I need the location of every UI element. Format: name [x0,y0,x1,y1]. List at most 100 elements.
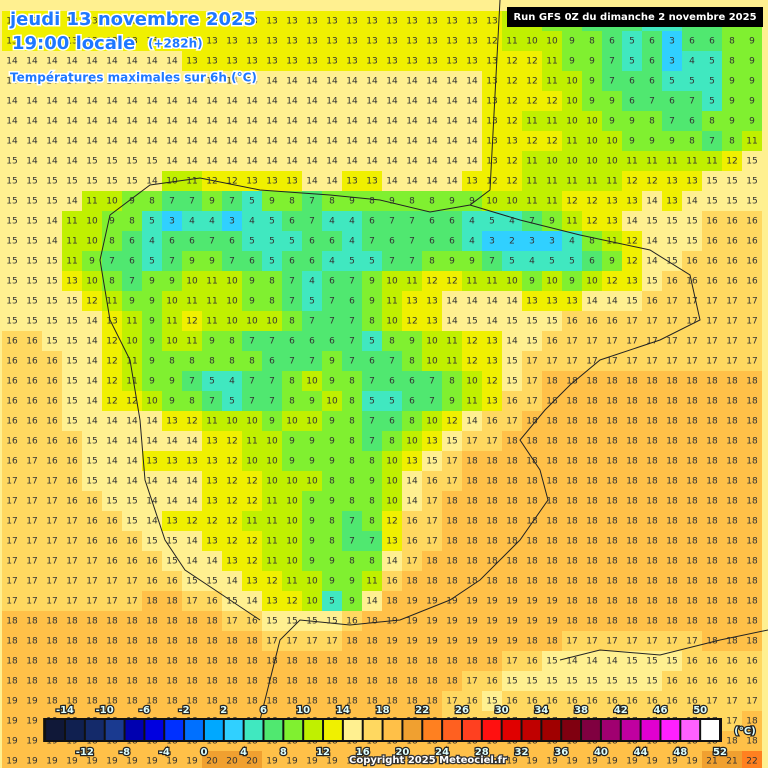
cell-value: 11 [606,177,617,187]
cell-value: 11 [126,317,137,327]
cell-value: 18 [266,697,278,707]
cell-color [42,11,62,31]
cell-color [522,131,542,151]
cell-value: 14 [446,317,458,327]
colorbar-frame [43,718,723,742]
cell-color [682,51,702,71]
cell-value: 15 [646,277,657,287]
cell-value: 14 [326,97,338,107]
colorbar-tick-label: 30 [495,705,509,716]
cell-value: 14 [146,417,158,427]
cell-value: 14 [366,117,378,127]
cell-color [42,51,62,71]
cell-value: 19 [506,637,518,647]
cell-value: 14 [506,337,518,347]
cell-value: 18 [686,477,698,487]
cell-value: 16 [406,537,418,547]
cell-value: 15 [66,177,77,187]
cell-value: 8 [369,457,375,467]
cell-value: 5 [269,257,275,267]
cell-value: 18 [626,617,638,627]
cell-value: 6 [389,377,395,387]
cell-value: 18 [626,557,638,567]
cell-value: 4 [209,217,215,227]
cell-value: 18 [726,737,738,747]
cell-color [362,131,382,151]
cell-value: 14 [346,137,358,147]
cell-value: 7 [489,257,495,267]
cell-color [122,31,142,51]
cell-color [742,111,762,131]
cell-value: 16 [46,457,58,467]
colorbar-tick-label: 46 [653,705,667,716]
cell-value: 13 [386,537,397,547]
cell-value: 15 [6,197,17,207]
cell-value: 6 [709,37,715,47]
cell-value: 19 [446,617,458,627]
cell-value: 14 [146,97,158,107]
cell-value: 19 [6,737,18,747]
colorbar-swatch [621,720,640,740]
cell-value: 4 [349,237,355,247]
cell-value: 18 [666,477,678,487]
cell-value: 18 [706,457,718,467]
colorbar-swatch [343,720,362,740]
cell-value: 15 [26,297,37,307]
cell-value: 15 [86,437,97,447]
colorbar-swatch [661,720,680,740]
cell-value: 18 [746,637,758,647]
cell-color [542,91,562,111]
colorbar-swatch [185,720,203,740]
cell-value: 17 [526,377,537,387]
cell-value: 14 [66,137,78,147]
cell-color [142,31,162,51]
cell-color [2,151,22,171]
cell-value: 18 [346,637,358,647]
cell-value: 13 [466,177,477,187]
cell-color [422,11,442,31]
cell-value: 17 [426,517,437,527]
cell-value: 18 [66,637,78,647]
cell-value: 10 [426,337,438,347]
cell-value: 13 [266,37,277,47]
cell-value: 14 [106,117,118,127]
cell-value: 18 [406,657,418,667]
cell-value: 14 [626,217,638,227]
cell-color [182,111,202,131]
cell-color [362,31,382,51]
cell-value: 15 [646,657,657,667]
cell-value: 16 [706,237,718,247]
cell-value: 18 [706,497,718,507]
cell-value: 8 [249,357,255,367]
cell-value: 7 [369,237,375,247]
colorbar-tick-label: 42 [614,705,628,716]
cell-value: 12 [506,77,517,87]
cell-color [162,11,182,31]
cell-value: 18 [746,557,758,567]
cell-value: 17 [106,597,117,607]
cell-value: 9 [189,257,195,267]
colorbar-swatch [165,720,184,740]
cell-value: 18 [746,377,758,387]
cell-value: 13 [206,537,217,547]
cell-color [82,31,102,51]
cell-color [242,71,262,91]
cell-color [602,31,622,51]
cell-value: 7 [349,277,355,287]
cell-value: 16 [46,437,58,447]
cell-value: 5 [369,337,375,347]
cell-value: 17 [546,357,557,367]
cell-value: 9 [329,557,335,567]
cell-value: 18 [726,497,738,507]
cell-value: 9 [349,577,355,587]
cell-value: 14 [26,157,38,167]
cell-value: 12 [606,277,617,287]
cell-color [622,51,642,71]
cell-value: 14 [206,157,218,167]
cell-value: 6 [429,217,435,227]
cell-value: 17 [26,477,37,487]
cell-value: 14 [366,597,378,607]
cell-value: 18 [706,597,718,607]
cell-value: 14 [346,157,358,167]
cell-value: 17 [26,577,37,587]
